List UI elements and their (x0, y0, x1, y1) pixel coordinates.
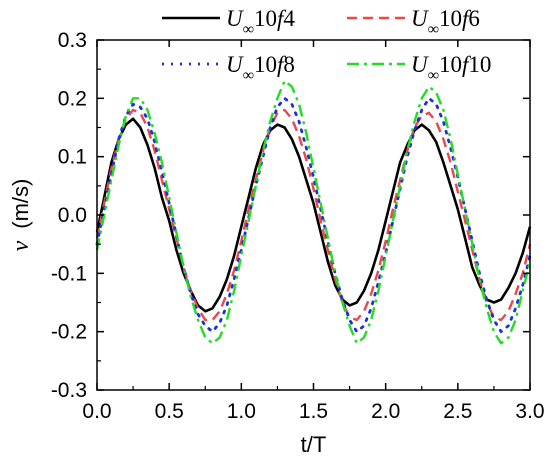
legend-subscript: ∞ (243, 21, 254, 38)
x-tick-label: 0.0 (82, 400, 111, 423)
legend-subscript: ∞ (428, 21, 439, 38)
legend-var: U (226, 6, 244, 31)
legend-index: 8 (283, 52, 295, 77)
legend-subscript: ∞ (243, 67, 254, 84)
x-tick-label: 1.0 (227, 400, 256, 423)
legend-index: 10 (468, 52, 491, 77)
legend-number: 10 (439, 6, 462, 31)
x-tick-label: 2.5 (443, 400, 472, 423)
legend-number: 10 (254, 6, 277, 31)
y-axis-unit: (m/s) (8, 179, 33, 229)
series-line-1 (95, 108, 532, 322)
legend-label-1: U∞10f6 (411, 6, 480, 38)
legend-number: 10 (439, 52, 462, 77)
series-line-3 (95, 79, 532, 345)
legend-f: f (277, 52, 287, 77)
series-line-0 (95, 117, 532, 313)
series-layer (95, 79, 532, 345)
y-tick-label: 0.1 (58, 146, 87, 169)
legend-subscript: ∞ (428, 67, 439, 84)
legend-label-3: U∞10f10 (411, 52, 491, 84)
legend-label-0: U∞10f4 (226, 6, 295, 38)
legend-index: 6 (468, 6, 480, 31)
x-tick-label: 0.5 (155, 400, 184, 423)
y-tick-label: 0.2 (58, 87, 87, 110)
legend-var: U (226, 52, 244, 77)
legend-label-2: U∞10f8 (226, 52, 295, 84)
y-axis-variable: v (8, 240, 34, 251)
x-axis-title: t/T (301, 432, 327, 457)
legend-var: U (411, 52, 429, 77)
legend-index: 4 (283, 6, 295, 31)
x-tick-label: 3.0 (515, 400, 544, 423)
y-tick-label: -0.3 (51, 379, 87, 402)
legend-f: f (277, 6, 287, 31)
y-tick-label: -0.2 (51, 321, 87, 344)
y-tick-label: 0.0 (58, 204, 87, 227)
y-tick-label: 0.3 (58, 29, 87, 52)
legend-number: 10 (254, 52, 277, 77)
axes: 0.0 0.5 1.0 1.5 2.0 2.5 3.0 0.3 0.2 0.1 0.0 -0.1 -0.… (51, 29, 545, 423)
plot-frame (96, 39, 531, 391)
y-axis-title: v (m/s) (8, 179, 34, 252)
series-line-2 (95, 96, 532, 334)
legend-f: f (462, 52, 472, 77)
legend-f: f (462, 6, 472, 31)
x-tick-label: 2.0 (371, 400, 400, 423)
y-tick-label: -0.1 (51, 262, 87, 285)
x-tick-label: 1.5 (299, 400, 328, 423)
legend-var: U (411, 6, 429, 31)
